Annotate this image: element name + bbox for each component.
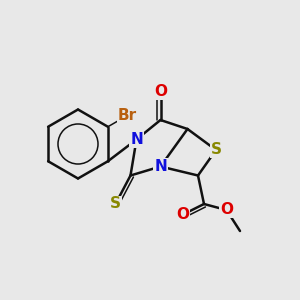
Text: N: N [154,159,167,174]
Text: O: O [176,207,190,222]
Text: S: S [110,196,121,211]
Text: N: N [130,132,143,147]
Text: S: S [211,142,221,158]
Text: Br: Br [118,108,137,123]
Text: O: O [154,84,167,99]
Text: O: O [220,202,233,217]
